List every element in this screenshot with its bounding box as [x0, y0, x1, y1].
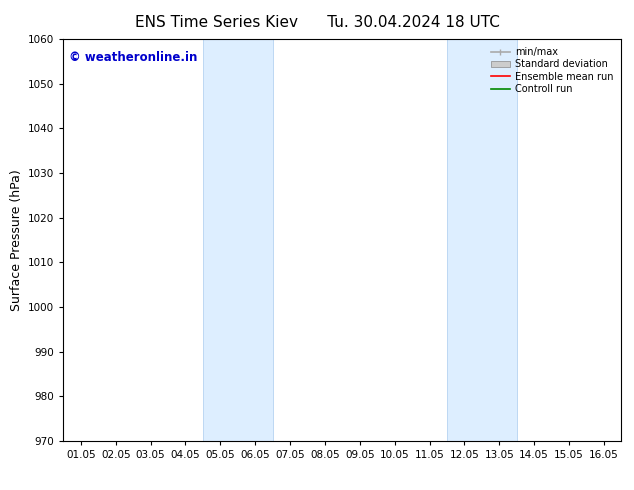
Y-axis label: Surface Pressure (hPa): Surface Pressure (hPa) [10, 169, 23, 311]
Bar [447, 39, 517, 441]
Text: © weatheronline.in: © weatheronline.in [69, 51, 197, 64]
Text: ENS Time Series Kiev      Tu. 30.04.2024 18 UTC: ENS Time Series Kiev Tu. 30.04.2024 18 U… [134, 15, 500, 30]
Legend: min/max, Standard deviation, Ensemble mean run, Controll run: min/max, Standard deviation, Ensemble me… [488, 44, 616, 97]
Bar [203, 39, 273, 441]
